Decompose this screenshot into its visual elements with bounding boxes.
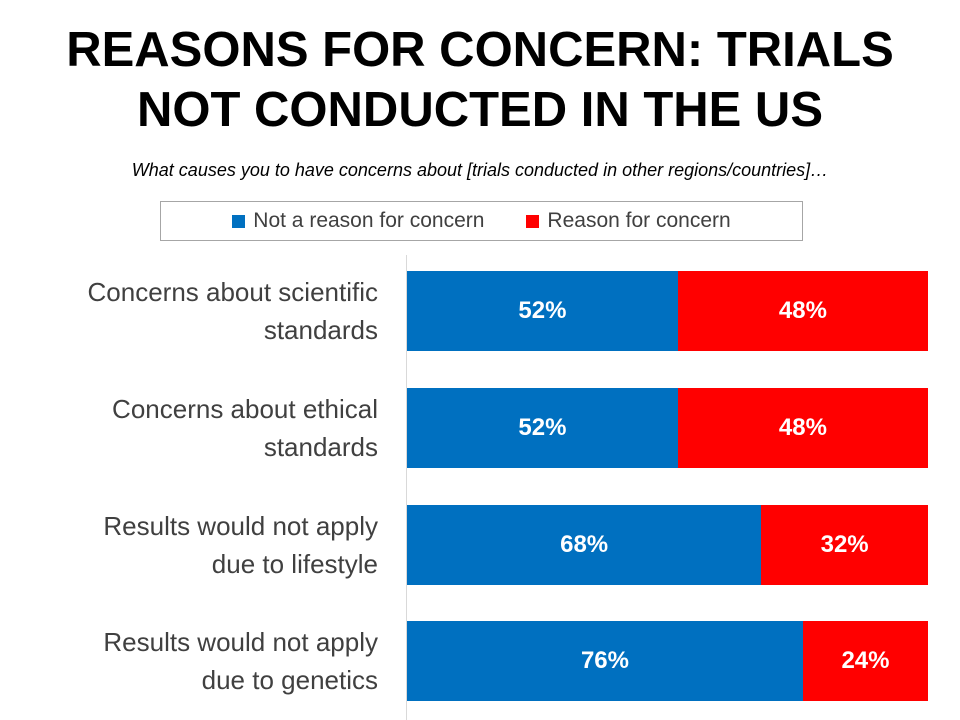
data-label: 24% <box>841 647 890 674</box>
category-label: Concerns about ethical standards <box>20 390 378 466</box>
legend-swatch-not-reason <box>232 214 246 228</box>
bar-segment-reason: 24% <box>802 621 928 701</box>
category-label: Concerns about scientific standards <box>20 273 378 349</box>
bar-segment-not-reason: 68% <box>407 505 762 585</box>
bar-row: 52% 48% <box>407 271 928 351</box>
legend-item-reason: Reason for concern <box>526 209 731 233</box>
bar-row: 68% 32% <box>407 505 928 585</box>
data-label: 68% <box>560 531 609 558</box>
category-label-line: Results would not apply <box>103 627 378 657</box>
data-label: 52% <box>518 297 567 324</box>
category-label-line: due to lifestyle <box>211 549 378 579</box>
bar-segment-not-reason: 52% <box>407 271 678 351</box>
bar-segment-not-reason: 76% <box>407 621 803 701</box>
data-label: 48% <box>778 297 827 324</box>
title-line-2: NOT CONDUCTED IN THE US <box>137 83 823 137</box>
bar-segment-not-reason: 52% <box>407 388 678 468</box>
legend: Not a reason for concern Reason for conc… <box>160 201 803 241</box>
category-label: Results would not apply due to genetics <box>20 623 378 699</box>
legend-item-not-reason: Not a reason for concern <box>232 209 484 233</box>
data-label: 76% <box>580 647 629 674</box>
bar-segment-reason: 48% <box>677 271 928 351</box>
category-label-line: standards <box>263 315 378 345</box>
bar-segment-reason: 48% <box>677 388 928 468</box>
bar-segment-reason: 32% <box>761 505 928 585</box>
category-label-line: due to genetics <box>201 665 378 695</box>
bar-row: 52% 48% <box>407 388 928 468</box>
category-label: Results would not apply due to lifestyle <box>20 507 378 583</box>
legend-label-reason: Reason for concern <box>547 209 731 232</box>
chart-title: REASONS FOR CONCERN: TRIALS NOT CONDUCTE… <box>0 20 960 140</box>
category-label-line: Concerns about ethical <box>112 394 378 424</box>
bar-row: 76% 24% <box>407 621 928 701</box>
data-label: 32% <box>820 531 869 558</box>
category-label-line: Concerns about scientific <box>87 277 378 307</box>
title-line-1: REASONS FOR CONCERN: TRIALS <box>66 23 894 77</box>
category-axis-line <box>406 255 407 720</box>
legend-swatch-reason <box>526 214 540 228</box>
legend-label-not-reason: Not a reason for concern <box>253 209 485 232</box>
data-label: 48% <box>778 414 827 441</box>
category-label-line: Results would not apply <box>103 511 378 541</box>
category-label-line: standards <box>263 432 378 462</box>
data-label: 52% <box>518 414 567 441</box>
chart-subtitle: What causes you to have concerns about [… <box>131 160 829 180</box>
